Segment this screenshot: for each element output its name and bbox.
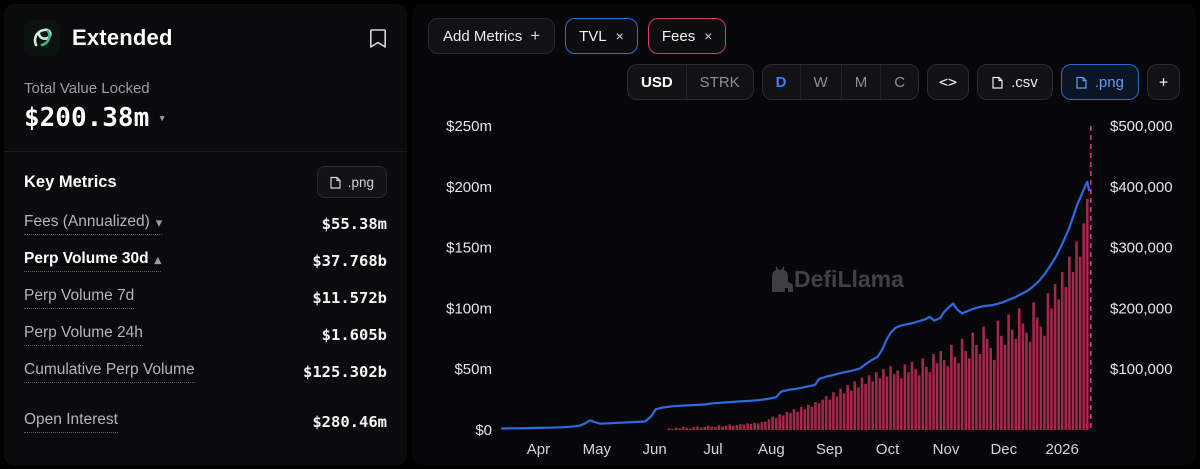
- metrics-toolbar: Add Metrics + TVL × Fees ×: [428, 18, 1180, 54]
- svg-text:DefiLlama: DefiLlama: [794, 266, 904, 292]
- plus-icon: +: [1158, 73, 1168, 91]
- interval-option-cumulative[interactable]: C: [880, 65, 918, 99]
- embed-button[interactable]: <>: [927, 64, 970, 100]
- key-metrics-header: Key Metrics .png: [24, 166, 387, 198]
- currency-option-strk[interactable]: STRK: [685, 65, 753, 99]
- fees-bars: [667, 199, 1089, 430]
- tvl-fees-chart[interactable]: DefiLlama $0 $50m $100m $150m $200m $250m $100,…: [412, 100, 1194, 465]
- llama-icon: [772, 266, 793, 292]
- interval-option-monthly[interactable]: M: [840, 65, 881, 99]
- metric-row-perp-volume-24h: Perp Volume 24h $1.605b: [24, 324, 387, 346]
- close-icon[interactable]: ×: [704, 28, 713, 44]
- svg-text:$0: $0: [475, 422, 492, 439]
- svg-text:Apr: Apr: [527, 441, 550, 458]
- metric-value: $1.605b: [321, 326, 387, 344]
- csv-export-button[interactable]: .csv: [977, 64, 1053, 100]
- file-icon: [330, 176, 341, 189]
- svg-text:May: May: [583, 441, 612, 458]
- metric-row-open-interest: Open Interest $280.46m: [24, 411, 387, 433]
- svg-text:$250m: $250m: [446, 118, 492, 135]
- svg-text:$100,000: $100,000: [1110, 361, 1173, 378]
- tvl-value[interactable]: $200.38m ▾: [24, 103, 387, 133]
- svg-text:Jun: Jun: [643, 441, 667, 458]
- close-icon[interactable]: ×: [615, 28, 624, 44]
- metric-label[interactable]: Perp Volume 7d: [24, 287, 135, 309]
- svg-text:$50m: $50m: [454, 361, 492, 378]
- interval-option-weekly[interactable]: W: [799, 65, 841, 99]
- svg-text:2026: 2026: [1046, 441, 1079, 458]
- right-axis-labels: $100,000 $200,000 $300,000 $400,000 $500,000: [1110, 118, 1173, 378]
- chevron-down-icon[interactable]: ▾: [158, 110, 167, 126]
- svg-text:Aug: Aug: [758, 441, 785, 458]
- key-metrics-title: Key Metrics: [24, 172, 117, 191]
- sidebar-png-export-label: .png: [347, 174, 374, 190]
- svg-text:$400,000: $400,000: [1110, 179, 1173, 196]
- protocol-sidebar: Extended Total Value Locked $200.38m ▾ K…: [4, 4, 407, 465]
- protocol-name: Extended: [72, 25, 173, 50]
- metric-value: $55.38m: [321, 215, 387, 233]
- metric-row-perp-volume-7d: Perp Volume 7d $11.572b: [24, 287, 387, 309]
- file-icon: [992, 76, 1003, 89]
- svg-text:$100m: $100m: [446, 300, 492, 317]
- currency-option-usd[interactable]: USD: [640, 73, 673, 91]
- metric-label[interactable]: Perp Volume 24h: [24, 324, 143, 346]
- chart-controls-toolbar: USD STRK D W M C <> .csv: [428, 64, 1180, 100]
- add-metrics-button[interactable]: Add Metrics +: [428, 18, 556, 54]
- svg-text:Nov: Nov: [933, 441, 960, 458]
- add-chart-button[interactable]: +: [1146, 64, 1180, 100]
- plus-icon: +: [530, 26, 541, 45]
- metric-label[interactable]: Cumulative Perp Volume: [24, 361, 195, 383]
- metric-value: $125.302b: [303, 363, 387, 381]
- metric-pill-fees[interactable]: Fees ×: [647, 18, 727, 54]
- svg-text:$300,000: $300,000: [1110, 240, 1173, 257]
- metric-label[interactable]: Fees (Annualized) ▾: [24, 213, 163, 235]
- metric-label[interactable]: Perp Volume 30d ▴: [24, 250, 162, 272]
- metric-value: $37.768b: [312, 252, 387, 270]
- embed-icon: <>: [939, 73, 958, 91]
- interval-toggle: D W M C: [761, 64, 920, 100]
- chart-panel: Add Metrics + TVL × Fees × USD STRK D W …: [412, 4, 1196, 465]
- svg-text:Oct: Oct: [876, 441, 900, 458]
- svg-text:$150m: $150m: [446, 240, 492, 257]
- bookmark-icon[interactable]: [369, 28, 387, 49]
- png-export-button[interactable]: .png: [1060, 64, 1139, 100]
- tvl-line: [500, 180, 1091, 430]
- svg-text:$200m: $200m: [446, 179, 492, 196]
- sidebar-divider: [4, 151, 407, 152]
- svg-text:$500,000: $500,000: [1110, 118, 1173, 135]
- chevron-down-icon: ▾: [155, 214, 163, 230]
- protocol-header: Extended: [24, 20, 387, 56]
- extended-logo-icon: [24, 20, 60, 56]
- svg-text:Dec: Dec: [990, 441, 1017, 458]
- tvl-amount: $200.38m: [24, 103, 150, 133]
- x-axis-labels: Apr May Jun Jul Aug Sep Oct Nov Dec 2026: [527, 441, 1079, 458]
- metric-value: $11.572b: [312, 289, 387, 307]
- file-icon: [1076, 76, 1087, 89]
- metric-row-fees-annualized: Fees (Annualized) ▾ $55.38m: [24, 213, 387, 235]
- interval-option-daily[interactable]: D: [775, 73, 787, 91]
- chevron-up-icon: ▴: [154, 251, 162, 267]
- metric-row-perp-volume-30d: Perp Volume 30d ▴ $37.768b: [24, 250, 387, 272]
- left-axis-labels: $0 $50m $100m $150m $200m $250m: [446, 118, 492, 439]
- metric-row-cumulative-perp-volume: Cumulative Perp Volume $125.302b: [24, 361, 387, 383]
- defillama-watermark: DefiLlama: [772, 266, 904, 292]
- metric-label[interactable]: Open Interest: [24, 411, 118, 433]
- currency-toggle: USD STRK: [626, 64, 754, 100]
- svg-text:Sep: Sep: [816, 441, 843, 458]
- metric-value: $280.46m: [312, 413, 387, 431]
- metric-pill-tvl[interactable]: TVL ×: [565, 18, 638, 54]
- svg-text:$200,000: $200,000: [1110, 300, 1173, 317]
- tvl-label: Total Value Locked: [24, 80, 150, 97]
- sidebar-png-export-button[interactable]: .png: [316, 166, 387, 198]
- svg-text:Jul: Jul: [703, 441, 722, 458]
